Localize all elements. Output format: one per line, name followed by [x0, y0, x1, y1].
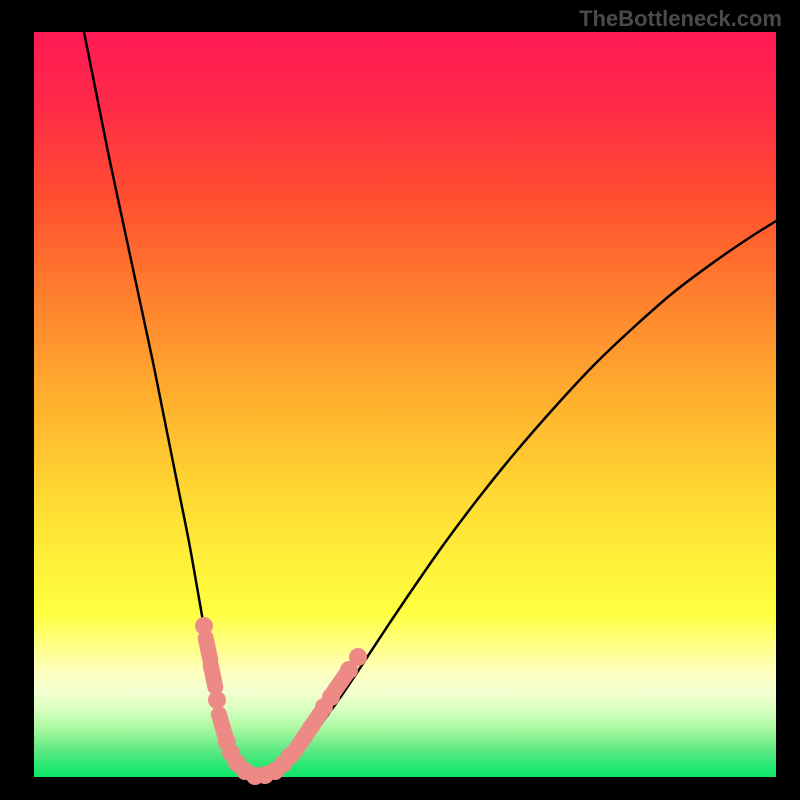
watermark-text: TheBottleneck.com — [579, 6, 782, 32]
data-marker — [208, 691, 226, 709]
data-marker — [349, 648, 367, 666]
data-marker — [211, 665, 216, 687]
data-marker — [219, 714, 225, 735]
plot-area — [34, 32, 776, 777]
marker-layer — [34, 32, 776, 777]
data-marker — [206, 638, 211, 660]
